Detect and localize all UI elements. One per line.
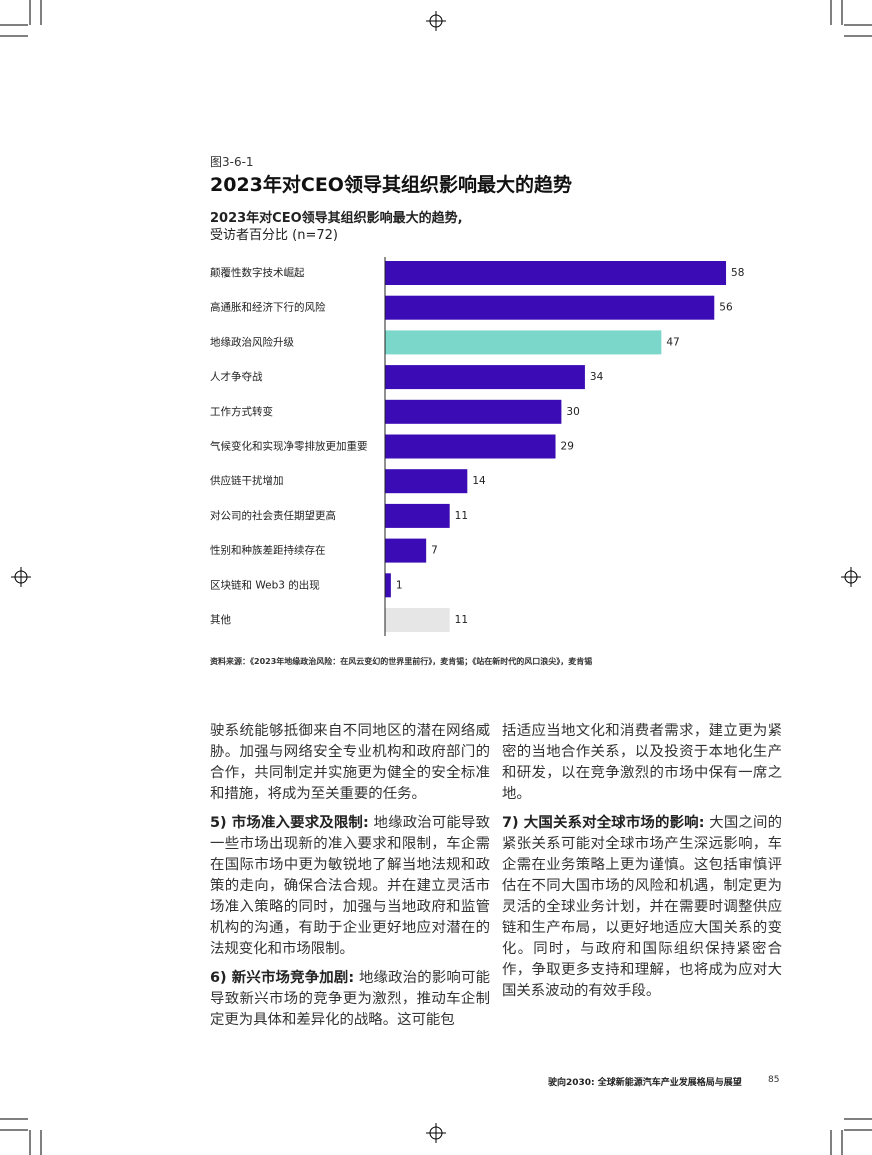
- bar: [385, 503, 450, 528]
- page-number: 85: [768, 1075, 780, 1085]
- category-label: 颠覆性数字技术崛起: [210, 266, 305, 279]
- value-label: 7: [431, 545, 438, 557]
- category-label: 气候变化和实现净零排放更加重要: [210, 440, 368, 453]
- paragraph-text: 大国之间的紧张关系可能对全球市场产生深远影响，车企需在业务策略上更为谨慎。这包括…: [502, 815, 782, 999]
- text-column: 驶系统能够抵御来自不同地区的潜在网络威胁。加强与网络安全专业机构和政府部门的合作…: [210, 721, 490, 1039]
- category-label: 工作方式转变: [210, 405, 273, 418]
- category-label: 高通胀和经济下行的风险: [210, 301, 326, 314]
- bar: [385, 399, 562, 424]
- chart: 颠覆性数字技术崛起 58 高通胀和经济下行的风险 56 地缘政治风险升级 47 人才争夺战 3…: [210, 257, 744, 636]
- bar: [385, 365, 585, 390]
- paragraph-text: 地缘政治可能导致一些市场出现新的准入要求和限制，车企需在国际市场中更为敏锐地了解…: [210, 815, 490, 957]
- paragraph-text: 括适应当地文化和消费者需求，建立更为紧密的当地合作关系，以及投资于本地化生产和研…: [502, 723, 782, 802]
- value-label: 34: [590, 371, 604, 383]
- category-label: 区块链和 Web3 的出现: [210, 578, 320, 591]
- bar: [385, 295, 715, 320]
- category-label: 其他: [210, 613, 231, 626]
- paragraph-lead: 5) 市场准入要求及限制:: [210, 815, 369, 831]
- category-label: 供应链干扰增加: [210, 474, 284, 487]
- paragraph-lead: 7) 大国关系对全球市场的影响:: [502, 815, 705, 831]
- paragraph: 7) 大国关系对全球市场的影响: 大国之间的紧张关系可能对全球市场产生深远影响，…: [502, 813, 782, 1002]
- category-label: 人才争夺战: [210, 370, 263, 383]
- bar: [385, 330, 662, 355]
- value-label: 14: [472, 475, 486, 487]
- paragraph: 驶系统能够抵御来自不同地区的潜在网络威胁。加强与网络安全专业机构和政府部门的合作…: [210, 721, 490, 805]
- paragraph-lead: 6) 新兴市场竞争加剧:: [210, 970, 355, 986]
- value-label: 11: [455, 614, 468, 626]
- paragraph: 括适应当地文化和消费者需求，建立更为紧密的当地合作关系，以及投资于本地化生产和研…: [502, 721, 782, 805]
- figure-title: 2023年对CEO领导其组织影响最大的趋势: [210, 174, 572, 196]
- category-label: 地缘政治风险升级: [210, 335, 294, 348]
- bar: [385, 608, 450, 632]
- text-column: 括适应当地文化和消费者需求，建立更为紧密的当地合作关系，以及投资于本地化生产和研…: [502, 721, 782, 1010]
- paragraph: 5) 市场准入要求及限制: 地缘政治可能导致一些市场出现新的准入要求和限制，车企…: [210, 813, 490, 960]
- chart-subtitle: 受访者百分比 (n=72): [210, 228, 338, 243]
- bar: [385, 261, 727, 285]
- paragraph: 6) 新兴市场竞争加剧: 地缘政治的影响可能导致新兴市场的竞争更为激烈，推动车企…: [210, 968, 490, 1031]
- value-label: 30: [566, 406, 579, 418]
- source: 资料来源：《2023年地缘政治风险：在风云变幻的世界里前行》，麦肯锡；《站在新时…: [210, 657, 593, 666]
- value-label: 47: [666, 336, 679, 348]
- category-label: 性别和种族差距持续存在: [210, 544, 326, 557]
- value-label: 29: [561, 441, 574, 453]
- bar: [385, 538, 427, 563]
- bar: [385, 573, 391, 598]
- paragraph-text: 地缘政治的影响可能导致新兴市场的竞争更为激烈，推动车企制定更为具体和差异化的战略…: [210, 970, 490, 1028]
- value-label: 11: [455, 510, 468, 522]
- bar: [385, 434, 556, 459]
- value-label: 1: [396, 579, 403, 591]
- category-label: 对公司的社会责任期望更高: [210, 509, 336, 522]
- value-label: 58: [731, 267, 744, 279]
- chart-subtitle: 2023年对CEO领导其组织影响最大的趋势,: [210, 211, 463, 226]
- bar: [385, 469, 468, 494]
- value-label: 56: [719, 302, 733, 314]
- footer-title: 驶向2030: 全球新能源汽车产业发展格局与展望: [548, 1078, 742, 1088]
- figure-label: 图3-6-1: [210, 155, 254, 169]
- paragraph-text: 驶系统能够抵御来自不同地区的潜在网络威胁。加强与网络安全专业机构和政府部门的合作…: [210, 723, 490, 802]
